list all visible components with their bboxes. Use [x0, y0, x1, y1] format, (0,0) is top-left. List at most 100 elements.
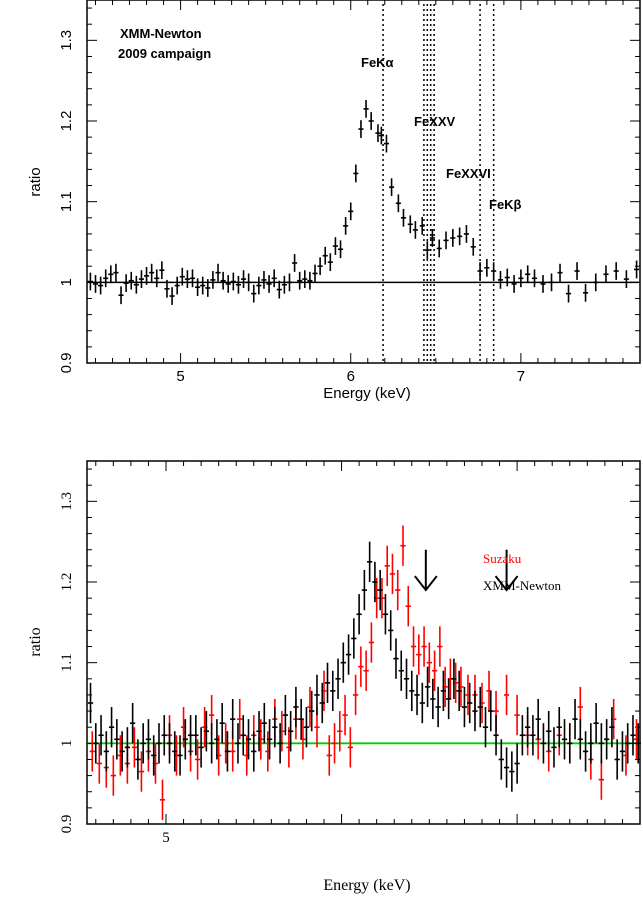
data-point: [548, 273, 555, 292]
data-point: [220, 271, 226, 290]
data-point: [193, 715, 199, 756]
data-point: [463, 225, 469, 243]
x-tick-label: 5: [176, 368, 184, 385]
data-point: [614, 739, 620, 780]
data-point: [514, 743, 520, 784]
data-point: [353, 164, 359, 183]
y-tick-label: 1: [58, 278, 75, 286]
data-point: [182, 719, 188, 760]
data-point: [388, 610, 394, 651]
data-point: [123, 274, 129, 293]
data-point: [424, 241, 430, 259]
data-point: [472, 690, 478, 732]
data-point: [131, 727, 138, 768]
data-point: [574, 262, 580, 280]
data-point: [598, 759, 605, 800]
data-point: [230, 272, 236, 291]
data-point: [351, 618, 357, 659]
data-point: [133, 275, 139, 294]
data-point: [363, 100, 369, 118]
data-point: [187, 715, 194, 756]
y-tick-label: 0.9: [59, 815, 75, 834]
bottom-axis-ticks: 5 0.9 1 1.1 1.2 1.3: [59, 461, 641, 846]
data-point: [144, 267, 150, 285]
data-point: [209, 723, 215, 764]
data-point: [593, 703, 599, 744]
x-tick-label: 6: [347, 368, 355, 385]
bottom-plot-frame: [86, 460, 641, 825]
top-plot-frame: [86, 0, 641, 364]
data-point: [409, 670, 415, 712]
data-point: [358, 646, 364, 687]
data-point: [205, 279, 211, 297]
data-point: [276, 280, 282, 299]
top-data-points: [87, 100, 640, 305]
data-point: [225, 275, 231, 293]
data-point: [194, 739, 201, 780]
data-point: [416, 634, 422, 675]
data-point: [184, 270, 190, 288]
y-tick-label: 1.2: [58, 111, 75, 132]
data-point: [504, 268, 510, 287]
data-point: [557, 263, 563, 282]
data-point: [340, 642, 346, 683]
data-point: [332, 237, 338, 255]
data-point: [103, 269, 109, 288]
data-point: [309, 690, 315, 732]
data-point: [405, 586, 411, 627]
line-label-fe-xxvi: FeXXVI: [446, 166, 491, 181]
bottom-panel: 5 0.9 1 1.1 1.2 1.3 Suzaku XMM-Newton Energy …: [27, 460, 641, 894]
data-point: [518, 269, 524, 288]
data-point: [159, 261, 165, 280]
data-point: [151, 735, 157, 776]
data-point: [292, 254, 298, 272]
down-arrow: [414, 549, 438, 592]
data-point: [293, 686, 299, 728]
y-tick-label: 1: [59, 740, 75, 748]
data-point: [407, 215, 413, 234]
data-point: [319, 682, 325, 724]
data-point: [322, 246, 328, 265]
data-point: [484, 258, 490, 277]
data-point: [377, 569, 383, 611]
data-point: [367, 541, 373, 582]
data-point: [493, 715, 499, 756]
data-point: [389, 553, 396, 595]
data-point: [426, 642, 432, 683]
data-point: [634, 260, 640, 279]
data-point: [470, 237, 476, 256]
y-tick-label: 1.3: [58, 30, 75, 51]
data-point: [110, 755, 116, 796]
data-point: [200, 276, 206, 295]
data-point: [389, 178, 395, 197]
data-point: [540, 275, 546, 293]
data-point: [546, 711, 552, 752]
data-point: [179, 267, 185, 286]
data-point: [424, 666, 431, 708]
data-point: [246, 273, 252, 292]
data-point: [450, 229, 456, 247]
data-point: [623, 270, 629, 288]
data-point: [491, 262, 497, 280]
data-point: [410, 626, 417, 667]
data-point: [87, 272, 93, 291]
data-point: [348, 202, 354, 221]
data-point: [307, 271, 313, 290]
data-point: [565, 284, 572, 303]
data-point: [327, 253, 333, 272]
data-point: [108, 707, 115, 748]
data-point: [531, 269, 538, 288]
bottom-arrows: [414, 549, 519, 592]
data-point: [368, 622, 375, 663]
data-point: [335, 658, 341, 699]
data-point: [398, 650, 404, 691]
data-point: [593, 273, 599, 292]
data-point: [419, 682, 425, 724]
data-point: [326, 735, 332, 776]
data-point: [203, 711, 210, 752]
data-point: [535, 698, 541, 740]
data-point: [128, 271, 134, 290]
data-point: [451, 658, 457, 699]
data-point: [149, 263, 155, 282]
data-point: [119, 731, 125, 772]
